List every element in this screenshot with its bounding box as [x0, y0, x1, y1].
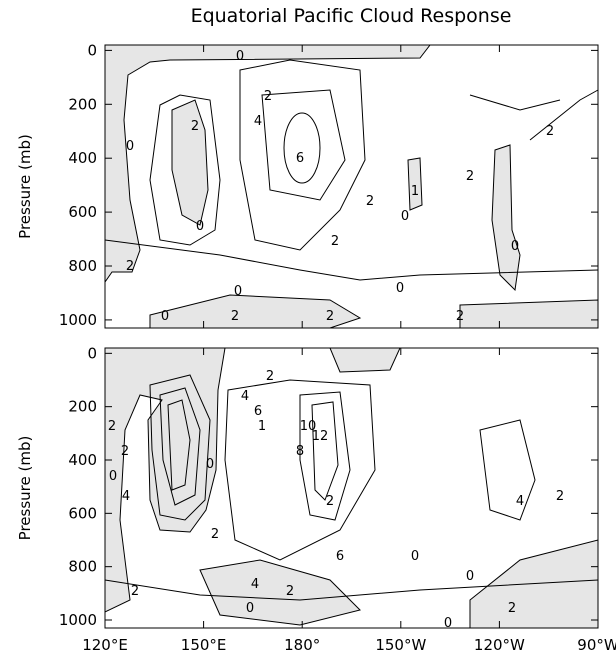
y-axis-label: Pressure (mb)	[16, 436, 34, 541]
contour-label: 2	[108, 419, 116, 434]
contour-label: 4	[241, 389, 249, 404]
y-tick-label: 200	[68, 398, 97, 416]
x-tick-label: 150°E	[181, 636, 227, 654]
contour-label: 4	[254, 114, 262, 129]
contour-label: 0	[206, 457, 214, 472]
plot-frame	[104, 347, 599, 629]
x-tick-label: 120°E	[82, 636, 128, 654]
y-tick-label: 400	[68, 451, 97, 469]
contour-label: 0	[126, 139, 134, 154]
contour-label: 2	[326, 494, 334, 509]
y-tick-label: 0	[87, 41, 97, 59]
contour-label: 2	[191, 119, 199, 134]
contour-label: 0	[411, 549, 419, 564]
contour-label: 2	[131, 584, 139, 599]
contour-label: 2	[266, 369, 274, 384]
contour-label: 0	[401, 209, 409, 224]
contour-label: 2	[456, 309, 464, 324]
contour-label: 4	[516, 494, 524, 509]
contour-label: 12	[312, 429, 329, 444]
contour-label: 0	[234, 284, 242, 299]
x-tick-label: 150°W	[375, 636, 426, 654]
plot-frame	[104, 44, 599, 329]
contour-label: 1	[258, 419, 266, 434]
contour-label: 2	[331, 234, 339, 249]
x-tick-label: 180°	[284, 636, 320, 654]
contour-label: 0	[236, 49, 244, 64]
contour-label: 2	[326, 309, 334, 324]
y-tick-label: 400	[68, 149, 97, 167]
panel-top-contours	[104, 44, 599, 329]
contour-label: 2	[508, 601, 516, 616]
chart-title: Equatorial Pacific Cloud Response	[191, 5, 512, 27]
x-tick-label: 120°W	[474, 636, 525, 654]
contour-label: 0	[466, 569, 474, 584]
contour-label: 0	[246, 601, 254, 616]
contour-label: 2	[546, 124, 554, 139]
y-tick-label: 600	[68, 203, 97, 221]
contour-label: 6	[254, 404, 262, 419]
contour-label: 2	[211, 527, 219, 542]
contour-label: 4	[122, 489, 130, 504]
y-tick-label: 800	[68, 257, 97, 275]
y-tick-label: 1000	[59, 611, 97, 629]
y-tick-label: 600	[68, 504, 97, 522]
panel-bottom-contours	[104, 347, 599, 629]
contour-label: 4	[251, 577, 259, 592]
y-tick-label: 200	[68, 95, 97, 113]
contour-label: 2	[126, 259, 134, 274]
contour-label: 2	[366, 194, 374, 209]
y-axis-label: Pressure (mb)	[16, 134, 34, 239]
contour-label: 6	[336, 549, 344, 564]
contour-label: 2	[231, 309, 239, 324]
contour-label: 6	[296, 151, 304, 166]
contour-label: 2	[286, 584, 294, 599]
x-tick-label: 90°W	[577, 636, 616, 654]
contour-label: 0	[196, 219, 204, 234]
contour-label: 10	[300, 419, 317, 434]
y-tick-label: 800	[68, 558, 97, 576]
contour-label: 0	[444, 616, 452, 631]
contour-label: 2	[121, 444, 129, 459]
contour-label: 8	[296, 444, 304, 459]
contour-label: 2	[264, 89, 272, 104]
contour-label: 2	[556, 489, 564, 504]
contour-label: 1	[411, 184, 419, 199]
contour-label: 0	[511, 239, 519, 254]
y-tick-label: 0	[87, 344, 97, 362]
contour-label: 0	[161, 309, 169, 324]
contour-label: 2	[466, 169, 474, 184]
y-tick-label: 1000	[59, 311, 97, 329]
contour-label: 0	[396, 281, 404, 296]
contour-label: 0	[109, 469, 117, 484]
